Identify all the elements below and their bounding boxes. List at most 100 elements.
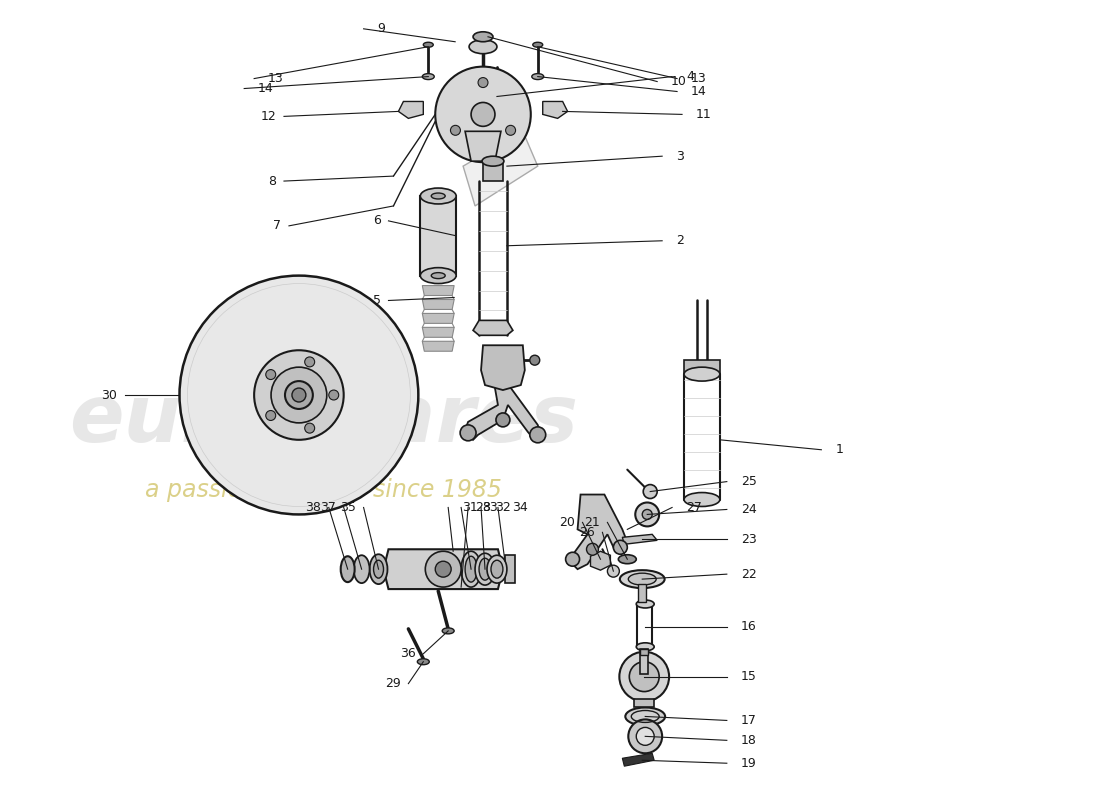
Ellipse shape	[636, 643, 654, 650]
Ellipse shape	[482, 156, 504, 166]
Circle shape	[271, 367, 327, 423]
Ellipse shape	[473, 32, 493, 42]
Polygon shape	[542, 102, 568, 118]
Text: 15: 15	[740, 670, 757, 683]
Circle shape	[179, 276, 418, 514]
Ellipse shape	[531, 74, 543, 79]
Polygon shape	[398, 102, 424, 118]
Bar	[640, 649, 648, 674]
Text: 37: 37	[320, 501, 336, 514]
Text: 7: 7	[273, 219, 280, 232]
Polygon shape	[422, 314, 454, 323]
Text: 22: 22	[740, 568, 757, 581]
Circle shape	[530, 427, 546, 442]
Circle shape	[636, 502, 659, 526]
Text: 3: 3	[676, 150, 684, 162]
Ellipse shape	[478, 558, 491, 580]
Ellipse shape	[370, 554, 387, 584]
Circle shape	[329, 390, 339, 400]
Polygon shape	[481, 346, 525, 390]
Text: 4: 4	[686, 70, 694, 83]
Ellipse shape	[431, 193, 446, 199]
Ellipse shape	[684, 493, 719, 506]
Circle shape	[305, 423, 315, 433]
Ellipse shape	[532, 42, 542, 47]
Bar	[635, 698, 654, 706]
Ellipse shape	[625, 707, 666, 726]
Circle shape	[530, 355, 540, 365]
Circle shape	[266, 410, 276, 421]
Circle shape	[478, 78, 488, 87]
Text: 23: 23	[740, 533, 757, 546]
Ellipse shape	[422, 74, 435, 79]
Polygon shape	[465, 388, 541, 440]
Text: 31: 31	[462, 501, 477, 514]
Text: 19: 19	[740, 757, 757, 770]
Text: 9: 9	[377, 22, 385, 35]
Text: 34: 34	[512, 501, 528, 514]
Text: 12: 12	[261, 110, 276, 123]
Ellipse shape	[420, 268, 456, 283]
Ellipse shape	[431, 273, 446, 278]
Ellipse shape	[491, 560, 503, 578]
Polygon shape	[591, 551, 611, 570]
Ellipse shape	[341, 556, 354, 582]
Text: 10: 10	[671, 75, 688, 88]
Text: 16: 16	[740, 620, 757, 634]
Ellipse shape	[618, 554, 636, 564]
Ellipse shape	[420, 188, 456, 204]
Text: 14: 14	[258, 82, 274, 95]
Polygon shape	[422, 342, 454, 351]
Text: 33: 33	[482, 501, 498, 514]
Circle shape	[628, 719, 662, 754]
Ellipse shape	[461, 551, 481, 587]
Ellipse shape	[487, 555, 507, 583]
Text: 17: 17	[740, 714, 757, 727]
Circle shape	[619, 652, 669, 702]
Text: 32: 32	[495, 501, 510, 514]
Polygon shape	[422, 327, 454, 338]
Ellipse shape	[417, 658, 429, 665]
Polygon shape	[463, 131, 538, 206]
Text: 20: 20	[559, 516, 574, 529]
Ellipse shape	[442, 628, 454, 634]
Polygon shape	[422, 286, 454, 295]
Circle shape	[506, 126, 516, 135]
Circle shape	[292, 388, 306, 402]
Text: 26: 26	[579, 526, 594, 539]
Circle shape	[586, 543, 598, 555]
Bar	[640, 649, 648, 654]
Ellipse shape	[636, 600, 654, 608]
Text: 30: 30	[101, 389, 117, 402]
Ellipse shape	[424, 42, 433, 47]
Text: 25: 25	[740, 475, 757, 488]
Ellipse shape	[628, 573, 657, 585]
Circle shape	[644, 485, 657, 498]
Circle shape	[426, 551, 461, 587]
Text: 35: 35	[340, 501, 355, 514]
Bar	[483, 161, 503, 181]
Text: eurospares: eurospares	[69, 381, 579, 459]
Bar	[505, 555, 515, 583]
Text: 27: 27	[686, 501, 702, 514]
Text: 5: 5	[373, 294, 381, 307]
Circle shape	[636, 727, 654, 746]
Circle shape	[642, 510, 652, 519]
Ellipse shape	[619, 570, 664, 588]
Text: a passion for parts since 1985: a passion for parts since 1985	[145, 478, 503, 502]
Ellipse shape	[353, 555, 370, 583]
Text: 13: 13	[268, 72, 284, 85]
Text: 13: 13	[691, 72, 706, 85]
Ellipse shape	[465, 556, 477, 582]
Text: 1: 1	[835, 443, 844, 456]
Circle shape	[614, 540, 627, 554]
Circle shape	[436, 66, 531, 162]
Polygon shape	[623, 534, 657, 544]
Circle shape	[607, 565, 619, 577]
Text: 2: 2	[676, 234, 684, 247]
Ellipse shape	[374, 560, 384, 578]
Circle shape	[471, 102, 495, 126]
Circle shape	[460, 425, 476, 441]
Bar	[684, 360, 719, 374]
Bar	[638, 584, 646, 602]
